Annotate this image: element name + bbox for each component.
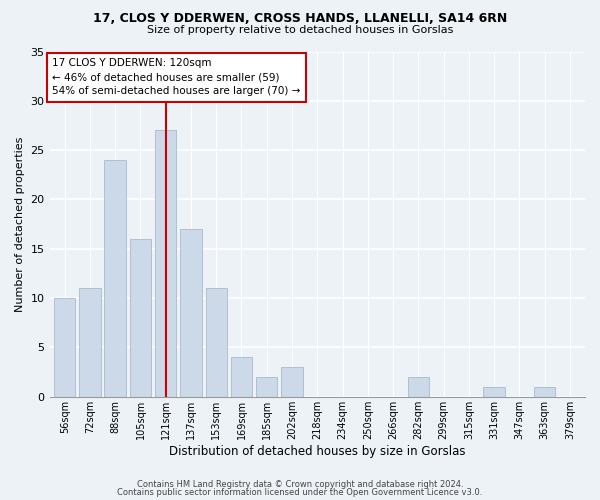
Bar: [281, 367, 303, 397]
Bar: [180, 229, 202, 397]
Bar: [79, 288, 101, 397]
Bar: [256, 377, 277, 397]
Text: Contains HM Land Registry data © Crown copyright and database right 2024.: Contains HM Land Registry data © Crown c…: [137, 480, 463, 489]
Bar: [104, 160, 126, 397]
Bar: [534, 387, 556, 397]
Bar: [130, 239, 151, 397]
Text: 17, CLOS Y DDERWEN, CROSS HANDS, LLANELLI, SA14 6RN: 17, CLOS Y DDERWEN, CROSS HANDS, LLANELL…: [93, 12, 507, 26]
Bar: [231, 358, 252, 397]
Bar: [155, 130, 176, 397]
Bar: [407, 377, 429, 397]
Text: Size of property relative to detached houses in Gorslas: Size of property relative to detached ho…: [147, 25, 453, 35]
Bar: [54, 298, 76, 397]
Y-axis label: Number of detached properties: Number of detached properties: [15, 136, 25, 312]
Text: 17 CLOS Y DDERWEN: 120sqm
← 46% of detached houses are smaller (59)
54% of semi-: 17 CLOS Y DDERWEN: 120sqm ← 46% of detac…: [52, 58, 301, 96]
Bar: [484, 387, 505, 397]
Text: Contains public sector information licensed under the Open Government Licence v3: Contains public sector information licen…: [118, 488, 482, 497]
X-axis label: Distribution of detached houses by size in Gorslas: Distribution of detached houses by size …: [169, 444, 466, 458]
Bar: [206, 288, 227, 397]
